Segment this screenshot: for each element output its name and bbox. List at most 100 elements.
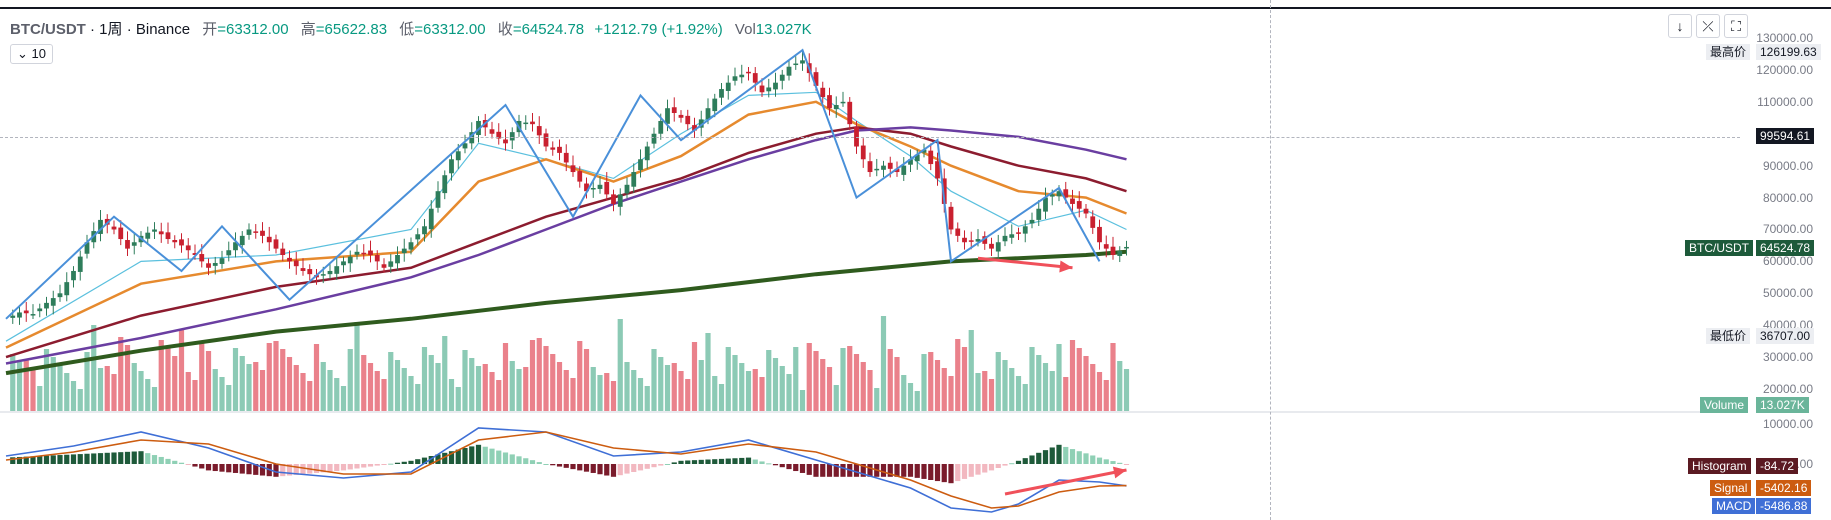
candle-body — [1103, 244, 1109, 249]
volume-bar — [509, 361, 515, 411]
macd-histogram-bar — [43, 455, 50, 464]
volume-bar — [982, 371, 988, 411]
candle-body — [1049, 194, 1055, 197]
volume-bar — [941, 368, 947, 411]
macd-histogram-bar — [867, 464, 873, 477]
candle-body — [590, 187, 596, 190]
indicator-toggle[interactable]: ⌄ 10 — [10, 44, 53, 64]
macd-histogram-bar — [934, 464, 941, 482]
candle-body — [334, 266, 340, 274]
volume-bar — [590, 367, 596, 411]
macd-histogram-bar — [948, 464, 954, 484]
macd-histogram-bar — [320, 464, 326, 473]
open-label: 开 — [202, 21, 218, 38]
candle-body — [786, 66, 792, 76]
candle-body — [530, 121, 535, 125]
volume-bar — [563, 370, 569, 411]
macd-histogram-bar — [1117, 462, 1123, 464]
candle-body — [685, 115, 691, 125]
chevron-down-icon: ⌄ — [17, 46, 28, 61]
low-value: =63312.00 — [414, 21, 486, 38]
macd-histogram-bar — [894, 464, 900, 477]
candle-body — [820, 87, 826, 98]
macd-histogram-bar — [482, 446, 488, 464]
volume-bar — [293, 365, 299, 411]
candle-body — [536, 126, 542, 136]
volume-bar — [907, 383, 914, 411]
candle-body — [1036, 208, 1042, 220]
candle-body — [435, 191, 441, 208]
candle-body — [503, 139, 508, 144]
volume-bar — [1063, 377, 1069, 411]
volume-bar — [1042, 363, 1049, 411]
volume-bar — [536, 338, 542, 411]
volume-bar — [1015, 376, 1022, 411]
candle-body — [975, 239, 981, 242]
volume-bar — [698, 360, 704, 411]
volume-bar — [1009, 368, 1015, 411]
macd-histogram-bar — [1076, 451, 1082, 464]
volume-bar — [705, 333, 711, 411]
volume-bar — [428, 355, 434, 411]
arrow-down-button[interactable]: ↓ — [1668, 14, 1692, 38]
volume-bar — [16, 362, 23, 411]
low-price-label: 最低价 — [1706, 328, 1751, 344]
volume-bar — [752, 369, 758, 411]
candle-body — [300, 268, 306, 271]
volume-bar — [23, 360, 29, 411]
candle-body — [1056, 191, 1062, 197]
change-value: +1212.79 (+1.92%) — [594, 21, 723, 38]
volume-bar — [10, 354, 16, 411]
macd-histogram-bar — [131, 451, 137, 464]
candle-body — [1070, 198, 1075, 204]
candle-body — [705, 108, 711, 120]
histogram-value: -84.72 — [1756, 458, 1799, 474]
volume-bar — [766, 350, 772, 411]
candle-body — [50, 298, 56, 306]
volume-bar — [482, 364, 488, 411]
candle-body — [206, 263, 211, 268]
candle-body — [941, 178, 947, 204]
volume-bar — [1022, 384, 1028, 411]
volume-bar — [523, 367, 529, 411]
macd-histogram-bar — [313, 464, 320, 473]
interval[interactable]: 1周 — [99, 21, 123, 38]
macd-histogram-bar — [334, 464, 340, 472]
volume-bar — [104, 366, 110, 411]
collapse-button[interactable]: ⤫ — [1696, 14, 1720, 38]
candle-body — [280, 248, 286, 256]
candle-body — [395, 255, 400, 264]
volume-bar — [1083, 356, 1089, 411]
macd-histogram-bar — [975, 464, 981, 475]
candle-body — [374, 255, 380, 262]
candle-body — [921, 149, 927, 153]
fullscreen-button[interactable]: ⛶ — [1724, 14, 1748, 38]
macd-histogram-bar — [1042, 450, 1049, 464]
macd-histogram-bar — [408, 460, 414, 464]
macd-histogram-bar — [759, 461, 765, 464]
macd-histogram-bar — [428, 456, 434, 464]
candle-body — [1022, 226, 1028, 234]
macd-histogram-bar — [786, 464, 792, 470]
macd-histogram-bar — [394, 462, 401, 464]
ma100-line — [5, 126, 1127, 365]
candle-body — [611, 194, 616, 204]
macd-histogram-bar — [779, 464, 785, 468]
volume-bar — [172, 356, 178, 411]
macd-histogram-bar — [982, 464, 988, 473]
macd-histogram-bar — [712, 459, 718, 464]
macd-histogram-bar — [995, 464, 1001, 468]
volume-bar — [1029, 347, 1035, 411]
volume-bar — [921, 354, 927, 411]
volume-bar — [570, 378, 576, 411]
volume-bar — [759, 377, 765, 411]
volume-bar — [421, 347, 428, 411]
volume-bar — [874, 388, 880, 411]
volume-bar — [597, 375, 603, 411]
price-arrow-shaft — [977, 256, 1073, 270]
candle-body — [1124, 246, 1129, 249]
macd-histogram-bar — [941, 464, 947, 483]
candle-body — [712, 98, 718, 112]
candle-body — [145, 232, 151, 239]
